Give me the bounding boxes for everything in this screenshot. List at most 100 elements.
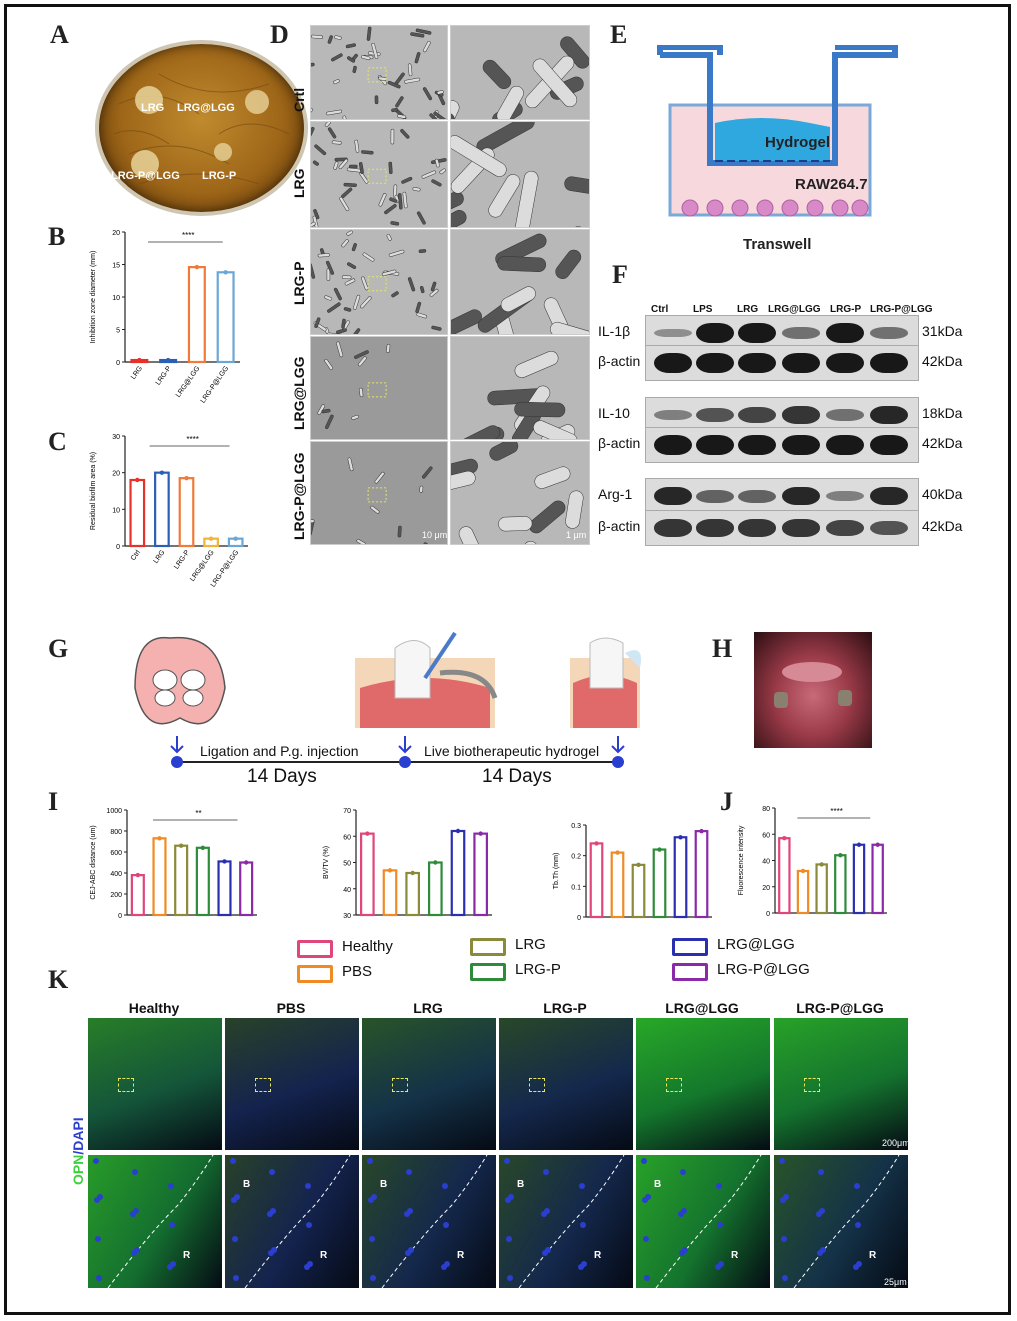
chart-j: 0 20 40 60 80 Fluorescence intensity **** <box>738 806 887 918</box>
blot-kda-3: 42kDa <box>922 435 963 451</box>
k-region-r-4: R <box>731 1250 739 1261</box>
chart-I1-ytick-1: 200 <box>110 892 122 899</box>
chart-B-xtick-0: LRG <box>130 365 144 381</box>
k-boundary-line <box>779 1155 900 1288</box>
panel-label-h: H <box>712 634 733 663</box>
chart-B-ytick-3: 15 <box>112 263 120 270</box>
panel-label-b: B <box>48 222 66 251</box>
chart-I3-bar-3 <box>652 848 667 919</box>
blot-kda-0: 31kDa <box>922 323 963 339</box>
chart-J-ylabel: Fluorescence intensity <box>738 825 745 895</box>
scale-bar-bottom: 25μm <box>884 1277 907 1287</box>
chart-I3-bar-4 <box>673 836 688 919</box>
legend-swatch-2 <box>470 938 506 956</box>
blot-band-5-1 <box>696 519 734 537</box>
chart-I3-bar-2 <box>631 863 646 919</box>
legend-swatch-3 <box>470 963 506 981</box>
panel-label-i: I <box>48 787 59 816</box>
sem-texture <box>451 36 589 119</box>
panel-label-d: D <box>270 20 289 49</box>
chart-I1-point-3 <box>200 845 206 850</box>
chart-I2-ytick-0: 30 <box>343 913 351 920</box>
chart-I2-point-2 <box>410 870 415 876</box>
chart-J-ytick-3: 60 <box>762 832 770 839</box>
chart-C-point-2 <box>184 475 189 481</box>
hydrogel-label: Hydrogel <box>765 134 831 151</box>
blot-label-5: β-actin <box>598 518 641 534</box>
chart-I2-ytick-2: 50 <box>343 861 351 868</box>
k-boundary-line <box>367 1155 488 1288</box>
chart-J-point-0 <box>782 835 787 841</box>
blot-band-1-5 <box>870 353 908 373</box>
chart-C-xtick-1: LRG <box>153 549 167 565</box>
chart-C-sig: **** <box>186 435 198 444</box>
sem-image-4-0 <box>310 441 448 545</box>
chart-B-ytick-0: 0 <box>116 360 120 367</box>
chart-I3-bar-1 <box>610 851 625 919</box>
chart-J-bar-2 <box>815 863 828 915</box>
k-region-r-5: R <box>869 1250 877 1261</box>
lane-lrg: LRG <box>737 304 759 315</box>
chart-B-xtick-1: LRG-P <box>155 365 173 387</box>
sem-texture <box>317 341 391 430</box>
chart-J-point-5 <box>875 842 880 847</box>
blot-band-2-5 <box>870 405 908 425</box>
oral-photo <box>754 632 872 748</box>
dapi-label: /DAPI <box>70 1117 86 1155</box>
chart-J-bar-4 <box>852 843 866 915</box>
chart-I2-ylabel: BV/TV (%) <box>323 846 330 879</box>
k-col-title-0: Healthy <box>128 1000 180 1016</box>
k-region-b-1: B <box>243 1179 251 1190</box>
chart-I2-ytick-1: 40 <box>343 887 351 894</box>
chart-J-axes: 0 20 40 60 80 Fluorescence intensity <box>738 806 887 918</box>
k-region-r-0: R <box>183 1250 191 1261</box>
blot-band-4-4 <box>826 490 864 502</box>
chart-I3-ylabel: Tb.Th (mm) <box>553 853 560 890</box>
chart-C-point-4 <box>233 536 238 541</box>
legend-label-2: LRG <box>515 936 546 953</box>
sem-image-0-0 <box>310 25 448 120</box>
chart-C-point-0 <box>135 477 140 483</box>
blot-band-5-4 <box>826 520 864 536</box>
blot-band-4-1 <box>696 489 734 503</box>
timeline-step-2: Live biotherapeutic hydrogel <box>424 743 600 759</box>
chart-I1-bar-4 <box>217 860 232 917</box>
blot-band-5-2 <box>738 519 776 537</box>
chart-I3-ytick-0: 0 <box>577 915 581 922</box>
timeline-days-1: 14 Days <box>247 766 317 787</box>
chart-I1-bar-1 <box>152 837 167 917</box>
panel-label-f: F <box>612 260 628 289</box>
blot-band-4-5 <box>870 486 908 506</box>
legend-label-3: LRG-P <box>515 961 561 978</box>
blot-label-0: IL-1β <box>598 323 631 339</box>
blot-band-1-3 <box>782 353 820 373</box>
dish-label-lrg: LRG <box>141 102 165 114</box>
chart-I3-point-3 <box>657 847 662 852</box>
chart-I1-ytick-2: 400 <box>110 871 122 878</box>
blot-band-0-4 <box>826 323 864 343</box>
sem-image-3-1 <box>450 336 590 440</box>
chart-I2-point-0 <box>365 831 370 836</box>
sem-row-label-2: LRG-P <box>291 261 307 305</box>
blot-band-1-1 <box>696 353 734 373</box>
sem-texture <box>311 230 442 334</box>
legend-swatch-5 <box>672 963 708 981</box>
chart-I2-ytick-4: 70 <box>343 808 351 815</box>
sem-row-label-3: LRG@LGG <box>291 356 307 430</box>
k-col-title-5: LRG-P@LGG <box>796 1000 884 1016</box>
k-boundary-line <box>504 1155 625 1288</box>
k-image-0-0 <box>88 1018 222 1150</box>
blot-band-4-0 <box>654 486 692 506</box>
transwell-diagram <box>657 45 898 217</box>
panel-label-g: G <box>48 634 69 663</box>
sem-scale-left: 10 μm <box>422 530 448 540</box>
chart-C-xtick-3: LRG@LGG <box>189 549 216 583</box>
blot-band-4-2 <box>738 489 776 503</box>
raw-cells-label: RAW264.7 <box>795 176 868 193</box>
chart-I1-point-2 <box>178 843 184 848</box>
blot-band-2-0 <box>654 409 692 421</box>
blot-band-0-1 <box>696 323 734 343</box>
blot-band-0-5 <box>870 327 908 339</box>
chart-I2-bar-4 <box>450 829 466 917</box>
